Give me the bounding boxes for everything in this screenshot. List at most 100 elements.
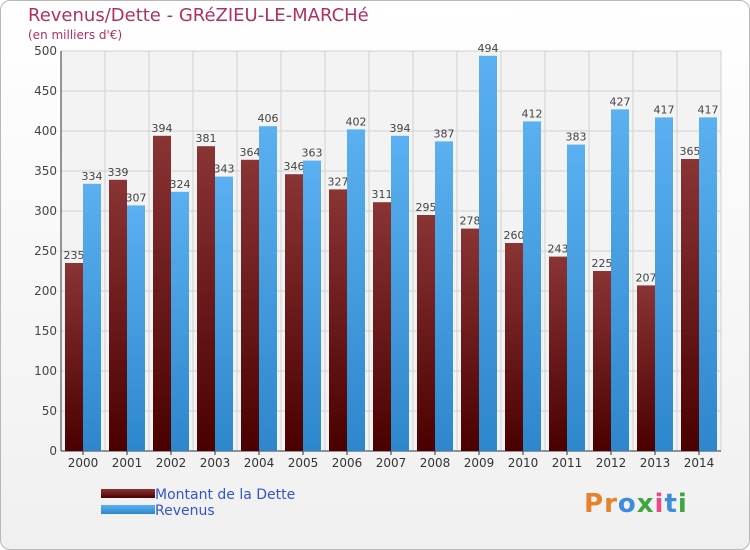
x-tick-label: 2005 xyxy=(288,456,319,470)
data-label: 343 xyxy=(214,163,235,176)
x-tick-label: 2012 xyxy=(596,456,627,470)
logo-letter: r xyxy=(604,489,618,519)
data-label: 364 xyxy=(240,146,261,159)
bar-revenue xyxy=(611,109,629,452)
bar-debt xyxy=(593,271,611,451)
bar-revenue xyxy=(259,126,277,451)
y-tick-label: 300 xyxy=(34,204,57,218)
logo-letter: x xyxy=(636,489,655,519)
bar-debt xyxy=(153,135,171,452)
data-label: 339 xyxy=(108,166,129,179)
data-label: 235 xyxy=(64,249,85,262)
legend-label-revenue: Revenus xyxy=(155,503,215,519)
data-label: 417 xyxy=(698,103,719,116)
bar-revenue xyxy=(215,176,233,451)
bar-revenue xyxy=(567,144,585,451)
data-label: 427 xyxy=(610,95,631,108)
data-label: 324 xyxy=(170,178,191,191)
data-label: 307 xyxy=(126,191,147,204)
bar-revenue xyxy=(391,135,409,452)
x-tick-label: 2006 xyxy=(332,456,363,470)
bar-debt xyxy=(241,159,259,452)
chart-subtitle: (en milliers d'€) xyxy=(28,28,123,42)
data-label: 278 xyxy=(460,215,481,228)
y-tick-label: 450 xyxy=(34,84,57,98)
x-tick-label: 2011 xyxy=(552,456,583,470)
bar-debt xyxy=(681,159,699,451)
logo-letter: P xyxy=(584,489,605,519)
data-label: 417 xyxy=(654,103,675,116)
y-tick-label: 50 xyxy=(42,404,57,418)
bar-debt xyxy=(285,174,303,451)
y-tick-label: 0 xyxy=(49,444,57,458)
y-tick-label: 400 xyxy=(34,124,57,138)
bar-debt xyxy=(637,285,655,451)
data-label: 334 xyxy=(82,170,103,183)
y-tick-label: 350 xyxy=(34,164,57,178)
bar-revenue xyxy=(523,121,541,452)
logo-letter: i xyxy=(654,489,665,519)
x-tick-label: 2002 xyxy=(156,456,187,470)
x-tick-label: 2003 xyxy=(200,456,231,470)
x-tick-label: 2009 xyxy=(464,456,495,470)
proxiti-logo: Proxiti xyxy=(584,489,688,519)
data-label: 412 xyxy=(522,107,543,120)
x-tick-label: 2004 xyxy=(244,456,275,470)
data-label: 327 xyxy=(328,175,349,188)
x-tick-label: 2000 xyxy=(68,456,99,470)
bar-revenue xyxy=(303,160,321,451)
bar-debt xyxy=(505,243,523,451)
y-tick-label: 100 xyxy=(34,364,57,378)
data-label: 494 xyxy=(478,42,499,55)
y-tick-label: 250 xyxy=(34,244,57,258)
data-label: 402 xyxy=(346,115,367,128)
bar-debt xyxy=(373,202,391,451)
bar-revenue xyxy=(655,117,673,452)
data-label: 363 xyxy=(302,147,323,160)
bar-debt xyxy=(109,179,127,452)
data-label: 346 xyxy=(284,160,305,173)
logo-letter: o xyxy=(617,489,637,519)
x-tick-label: 2010 xyxy=(508,456,539,470)
bar-debt xyxy=(329,189,347,451)
data-label: 394 xyxy=(390,122,411,135)
logo-letter: t xyxy=(664,489,678,519)
data-label: 406 xyxy=(258,112,279,125)
bar-revenue xyxy=(479,55,497,452)
data-label: 295 xyxy=(416,201,437,214)
data-label: 207 xyxy=(636,271,657,284)
data-label: 383 xyxy=(566,131,587,144)
legend-label-debt: Montant de la Dette xyxy=(155,487,296,503)
bar-revenue xyxy=(699,117,717,452)
chart-title: Revenus/Dette - GRéZIEU-LE-MARCHé xyxy=(28,5,369,26)
data-label: 243 xyxy=(548,243,569,256)
x-tick-label: 2008 xyxy=(420,456,451,470)
x-tick-label: 2007 xyxy=(376,456,407,470)
bar-debt xyxy=(417,215,435,451)
bar-revenue xyxy=(435,141,453,451)
data-label: 311 xyxy=(372,188,393,201)
bar-revenue xyxy=(127,205,145,451)
data-label: 260 xyxy=(504,229,525,242)
data-label: 225 xyxy=(592,257,613,270)
bar-debt xyxy=(197,146,215,451)
data-label: 381 xyxy=(196,132,217,145)
legend-swatch-revenue xyxy=(101,505,155,514)
y-tick-label: 150 xyxy=(34,324,57,338)
x-tick-label: 2001 xyxy=(112,456,143,470)
y-tick-label: 200 xyxy=(34,284,57,298)
bar-revenue xyxy=(83,183,101,452)
data-label: 387 xyxy=(434,127,455,140)
bar-revenue xyxy=(171,191,189,452)
x-tick-label: 2013 xyxy=(640,456,671,470)
bar-debt xyxy=(549,256,567,451)
bar-revenue xyxy=(347,129,365,451)
bar-debt xyxy=(461,228,479,451)
y-tick-label: 500 xyxy=(34,44,57,58)
data-label: 394 xyxy=(152,122,173,135)
data-label: 365 xyxy=(680,145,701,158)
legend-swatch-debt xyxy=(101,489,155,498)
x-tick-label: 2014 xyxy=(684,456,715,470)
